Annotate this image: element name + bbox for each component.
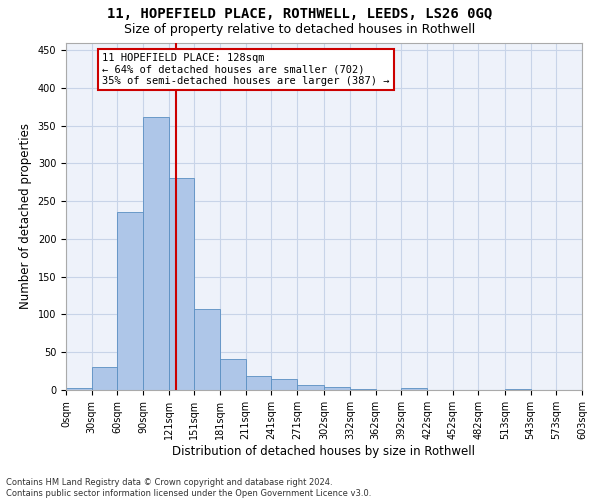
- Text: 11 HOPEFIELD PLACE: 128sqm
← 64% of detached houses are smaller (702)
35% of sem: 11 HOPEFIELD PLACE: 128sqm ← 64% of deta…: [102, 53, 389, 86]
- Bar: [350, 389, 376, 390]
- Bar: [92, 366, 118, 390]
- Bar: [66, 388, 92, 390]
- Y-axis label: Number of detached properties: Number of detached properties: [19, 123, 32, 309]
- Bar: [246, 376, 271, 390]
- X-axis label: Distribution of detached houses by size in Rothwell: Distribution of detached houses by size …: [173, 444, 476, 458]
- Bar: [505, 389, 530, 390]
- Bar: [325, 387, 350, 390]
- Text: Contains HM Land Registry data © Crown copyright and database right 2024.
Contai: Contains HM Land Registry data © Crown c…: [6, 478, 371, 498]
- Bar: [194, 309, 220, 390]
- Text: 11, HOPEFIELD PLACE, ROTHWELL, LEEDS, LS26 0GQ: 11, HOPEFIELD PLACE, ROTHWELL, LEEDS, LS…: [107, 8, 493, 22]
- Bar: [271, 380, 297, 390]
- Bar: [169, 178, 194, 390]
- Bar: [220, 359, 246, 390]
- Bar: [401, 388, 427, 390]
- Text: Size of property relative to detached houses in Rothwell: Size of property relative to detached ho…: [124, 22, 476, 36]
- Bar: [143, 116, 169, 390]
- Bar: [118, 212, 143, 390]
- Bar: [297, 386, 325, 390]
